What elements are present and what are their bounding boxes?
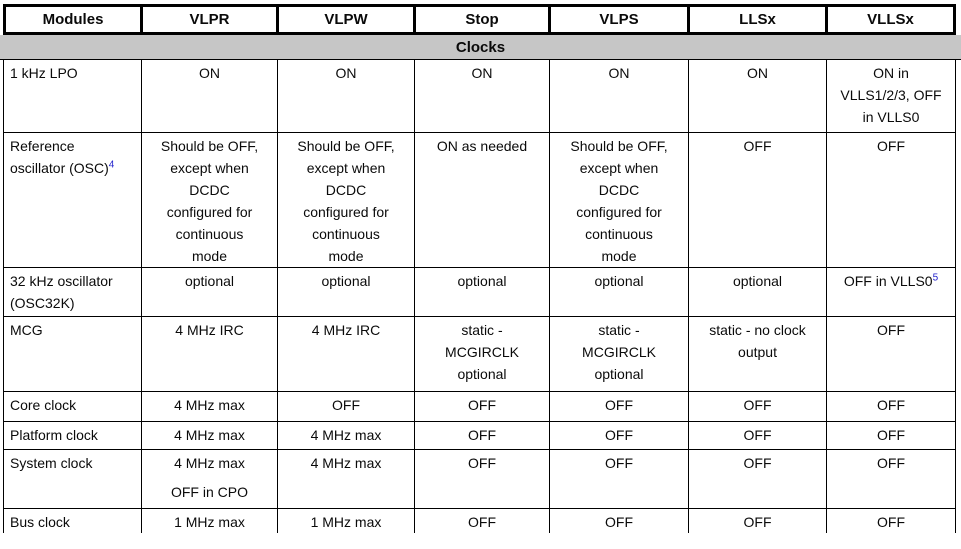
table-body: 1 kHz LPO ON ON ON ON ON ON in VLLS1/2/3, OFF in… bbox=[3, 60, 956, 533]
module-cell: Core clock bbox=[4, 392, 142, 421]
table-row: System clock 4 MHz max OFF in CPO 4 MHz max… bbox=[4, 450, 955, 509]
column-header-vllsx: VLLSx bbox=[867, 11, 914, 28]
value-cell: OFF bbox=[689, 392, 827, 421]
value-cell: OFF bbox=[877, 397, 905, 413]
value-cell: OFF bbox=[877, 322, 905, 338]
section-row-clocks: Clocks bbox=[0, 35, 961, 60]
value-cell: Should be OFF, except when DCDC configured … bbox=[142, 133, 278, 267]
value-cell: ON bbox=[415, 60, 550, 132]
value-cell: 4 MHz IRC bbox=[142, 317, 278, 391]
value-cell: OFF bbox=[877, 455, 905, 471]
module-cell: Bus clock bbox=[4, 509, 142, 533]
table-row: MCG 4 MHz IRC 4 MHz IRC static - MCGIRCLK opt… bbox=[4, 317, 955, 392]
value-cell: OFF bbox=[278, 392, 415, 421]
value-cell: OFF bbox=[550, 422, 689, 449]
value-cell: OFF bbox=[550, 509, 689, 533]
table-row: Platform clock 4 MHz max 4 MHz max OFF OFF OF… bbox=[4, 422, 955, 450]
value-cell: OFF bbox=[689, 509, 827, 533]
module-cell: Reference oscillator (OSC)4 bbox=[4, 133, 142, 267]
value-cell: OFF bbox=[550, 450, 689, 508]
value-cell: ON bbox=[142, 60, 278, 132]
table-row: Bus clock 1 MHz max 1 MHz max OFF OFF OFF OFF bbox=[4, 509, 955, 533]
value-cell: optional bbox=[142, 268, 278, 316]
value-cell: static - MCGIRCLK optional bbox=[550, 317, 689, 391]
column-header-modules: Modules bbox=[6, 7, 143, 32]
footnote-ref[interactable]: 5 bbox=[932, 272, 939, 284]
value-cell: 4 MHz max bbox=[278, 450, 415, 508]
value-cell: OFF bbox=[689, 422, 827, 449]
column-header-vlpw: VLPW bbox=[279, 7, 416, 32]
value-cell: OFF bbox=[550, 392, 689, 421]
value-cell: 4 MHz max bbox=[142, 422, 278, 449]
value-cell: ON bbox=[278, 60, 415, 132]
value-cell: optional bbox=[689, 268, 827, 316]
value-cell: OFF bbox=[415, 422, 550, 449]
table-row: Core clock 4 MHz max OFF OFF OFF OFF OFF bbox=[4, 392, 955, 422]
value-cell: OFF in VLLS05 bbox=[843, 272, 939, 289]
low-power-modes-table: Modules VLPR VLPW Stop VLPS LLSx VLLSx C… bbox=[0, 4, 961, 533]
column-header-vlpr: VLPR bbox=[143, 7, 279, 32]
column-header-llsx: LLSx bbox=[690, 7, 828, 32]
value-cell: static - no clock output bbox=[689, 317, 827, 391]
value-cell: OFF bbox=[877, 427, 905, 443]
value-cell: OFF bbox=[415, 450, 550, 508]
value-cell: ON in VLLS1/2/3, OFF in VLLS0 bbox=[840, 65, 942, 125]
value-cell: ON bbox=[689, 60, 827, 132]
value-cell: Should be OFF, except when DCDC configured … bbox=[278, 133, 415, 267]
table-header-row: Modules VLPR VLPW Stop VLPS LLSx VLLSx bbox=[3, 4, 956, 35]
value-cell: 1 MHz max bbox=[278, 509, 415, 533]
value-cell: 4 MHz max bbox=[278, 422, 415, 449]
value-cell: 4 MHz max bbox=[142, 392, 278, 421]
value-cell: optional bbox=[550, 268, 689, 316]
value-cell: OFF bbox=[877, 514, 905, 530]
value-cell: OFF bbox=[415, 509, 550, 533]
footnote-ref[interactable]: 4 bbox=[108, 159, 115, 171]
value-cell: OFF bbox=[415, 392, 550, 421]
column-header-vlps: VLPS bbox=[551, 7, 690, 32]
column-header-stop: Stop bbox=[416, 7, 551, 32]
value-cell: OFF bbox=[689, 450, 827, 508]
module-cell: System clock bbox=[4, 450, 142, 508]
value-cell: 1 MHz max bbox=[142, 509, 278, 533]
value-cell: ON bbox=[550, 60, 689, 132]
value-cell: optional bbox=[278, 268, 415, 316]
value-cell: 4 MHz IRC bbox=[278, 317, 415, 391]
module-cell: 32 kHz oscillator (OSC32K) bbox=[4, 268, 142, 316]
value-cell: Should be OFF, except when DCDC configured … bbox=[550, 133, 689, 267]
table-row: 1 kHz LPO ON ON ON ON ON ON in VLLS1/2/3, OFF in… bbox=[4, 60, 955, 133]
module-cell: Platform clock bbox=[4, 422, 142, 449]
module-cell: 1 kHz LPO bbox=[4, 60, 142, 132]
value-cell: OFF bbox=[689, 133, 827, 267]
value-cell: optional bbox=[415, 268, 550, 316]
module-cell: MCG bbox=[4, 317, 142, 391]
value-cell: OFF bbox=[877, 138, 905, 154]
section-label: Clocks bbox=[455, 38, 506, 56]
value-cell: 4 MHz max OFF in CPO bbox=[142, 450, 278, 508]
table-row: 32 kHz oscillator (OSC32K) optional optiona… bbox=[4, 268, 955, 317]
value-cell: static - MCGIRCLK optional bbox=[415, 317, 550, 391]
table-row: Reference oscillator (OSC)4 Should be OFF,… bbox=[4, 133, 955, 268]
value-cell: ON as needed bbox=[415, 133, 550, 267]
